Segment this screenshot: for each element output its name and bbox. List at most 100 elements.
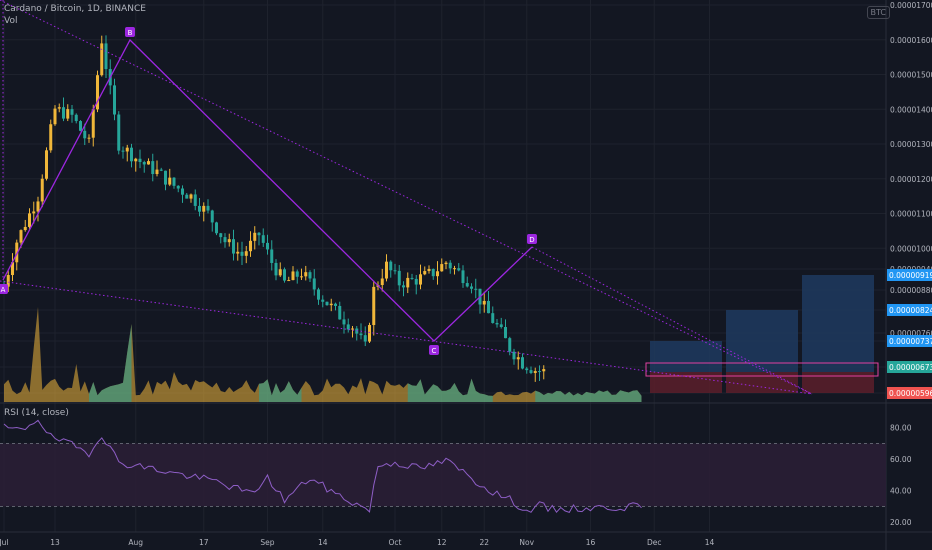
candle-body bbox=[338, 305, 342, 320]
candle-body bbox=[368, 325, 371, 342]
candle-body bbox=[304, 272, 308, 277]
candles-group bbox=[2, 35, 546, 382]
projection-target-box bbox=[726, 310, 798, 372]
upper-trendline bbox=[0, 0, 813, 395]
currency-badge[interactable]: BTC bbox=[866, 6, 890, 19]
rsi-legend: RSI (14, close) bbox=[4, 408, 69, 418]
candle-body bbox=[193, 194, 197, 206]
candle-body bbox=[121, 150, 125, 152]
candle-body bbox=[45, 150, 48, 179]
price-tag-label: 0.00000737 bbox=[889, 337, 932, 346]
pattern-point-b-label: B bbox=[128, 29, 133, 37]
candle-body bbox=[308, 272, 312, 279]
candle-body bbox=[185, 194, 189, 199]
candle-body bbox=[227, 239, 231, 243]
candle-body bbox=[482, 300, 486, 305]
time-tick-label: Nov bbox=[519, 538, 534, 547]
candle-body bbox=[236, 251, 240, 254]
candle-body bbox=[487, 300, 490, 314]
price-tag-bg bbox=[887, 387, 932, 399]
time-tick-label: Sep bbox=[260, 538, 274, 547]
candle-body bbox=[283, 269, 286, 281]
price-tick-label: 0.00001000 bbox=[890, 244, 932, 253]
candle-body bbox=[495, 322, 499, 325]
candle-body bbox=[329, 303, 333, 306]
candle-body bbox=[210, 210, 214, 223]
price-tag-bg bbox=[887, 304, 932, 316]
time-tick-label: Dec bbox=[647, 538, 662, 547]
candle-body bbox=[6, 275, 10, 287]
candle-body bbox=[240, 251, 244, 256]
candle-body bbox=[317, 289, 320, 300]
candle-body bbox=[453, 268, 456, 270]
candle-body bbox=[359, 333, 363, 336]
candle-body bbox=[36, 201, 40, 212]
pattern-point-b-badge bbox=[125, 27, 135, 37]
candle-body bbox=[91, 109, 95, 138]
price-tag-label: 0.00000673 bbox=[889, 363, 932, 372]
time-tick-label: 12 bbox=[437, 538, 447, 547]
projection-stop-box bbox=[726, 372, 798, 393]
price-tick-label: 0.00001600 bbox=[890, 36, 932, 45]
time-tick-label: Oct bbox=[389, 538, 402, 547]
candle-body bbox=[321, 299, 325, 302]
price-tick-label: 0.00000880 bbox=[890, 286, 932, 295]
candle-body bbox=[155, 169, 159, 175]
candle-body bbox=[244, 251, 248, 256]
candle-body bbox=[261, 235, 265, 243]
candle-body bbox=[232, 239, 235, 254]
pattern-point-a-badge bbox=[0, 284, 8, 294]
candle-body bbox=[312, 278, 316, 290]
volume-area-bear bbox=[259, 379, 302, 402]
candle-body bbox=[423, 271, 427, 275]
candle-body bbox=[15, 242, 19, 263]
candle-body bbox=[512, 351, 516, 360]
candle-body bbox=[419, 274, 422, 285]
candle-body bbox=[325, 301, 329, 306]
candle-body bbox=[206, 205, 210, 211]
volume-legend: Vol bbox=[4, 16, 18, 26]
candle-body bbox=[300, 276, 303, 278]
candle-body bbox=[533, 371, 537, 373]
candle-body bbox=[181, 188, 184, 195]
candle-body bbox=[372, 286, 376, 326]
candle-body bbox=[516, 357, 520, 360]
candle-body bbox=[465, 283, 469, 287]
rsi-tick-label: 20.00 bbox=[890, 518, 912, 527]
candle-body bbox=[461, 270, 465, 284]
candle-body bbox=[380, 278, 384, 286]
projection-stop-box bbox=[650, 372, 722, 393]
time-tick-label: 22 bbox=[479, 538, 489, 547]
time-tick-label: 13 bbox=[50, 538, 60, 547]
candle-body bbox=[117, 114, 121, 151]
candle-body bbox=[440, 264, 444, 272]
price-tag-bg bbox=[887, 269, 932, 281]
candle-body bbox=[538, 371, 541, 373]
candle-body bbox=[168, 177, 172, 185]
price-tag-label: 0.00000919 bbox=[889, 271, 932, 280]
candle-body bbox=[427, 268, 431, 272]
candle-body bbox=[436, 271, 439, 277]
candle-body bbox=[53, 108, 57, 125]
candle-body bbox=[414, 278, 418, 285]
candle-body bbox=[130, 147, 133, 162]
candle-body bbox=[257, 232, 261, 236]
candle-body bbox=[393, 270, 397, 272]
volume-area-bear bbox=[89, 324, 132, 402]
d-trendline bbox=[531, 246, 813, 395]
candle-body bbox=[491, 313, 495, 323]
price-tick-label: 0.00001400 bbox=[890, 105, 932, 114]
candle-body bbox=[83, 130, 87, 139]
projection-target-box bbox=[802, 275, 874, 372]
candle-body bbox=[142, 162, 146, 165]
time-tick-label: Jul bbox=[0, 538, 9, 547]
candle-body bbox=[32, 211, 36, 214]
candle-body bbox=[23, 226, 27, 231]
time-tick-label: 16 bbox=[586, 538, 596, 547]
candle-body bbox=[104, 43, 108, 70]
candle-body bbox=[346, 324, 350, 330]
candle-body bbox=[521, 357, 524, 369]
candle-body bbox=[172, 177, 176, 186]
